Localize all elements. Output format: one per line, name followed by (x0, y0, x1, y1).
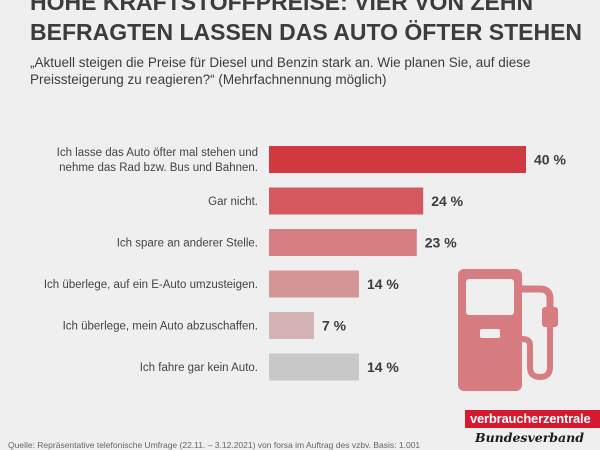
value-label-1: 24 % (431, 193, 463, 209)
bar-2 (269, 229, 417, 256)
fuel-pump-icon (458, 269, 558, 391)
bar-0 (269, 146, 526, 173)
value-label-0: 40 % (534, 152, 566, 168)
logo-wordmark: verbraucherzentrale (465, 410, 600, 428)
source-note: Quelle: Repräsentative telefonische Umfr… (8, 440, 421, 450)
bar-5 (269, 353, 359, 381)
logo-subline: Bundesverband (475, 430, 584, 445)
vzbv-logo: verbraucherzentrale Bundesverband (465, 410, 600, 450)
bar-3 (269, 270, 359, 298)
value-label-5: 14 % (367, 359, 399, 375)
value-label-2: 23 % (425, 235, 457, 251)
bar-1 (269, 187, 424, 215)
bar-4 (269, 312, 314, 339)
chart-title: Hohe Kraftstoffpreise: Vier von zehn Bef… (30, 0, 583, 45)
category-label-0: Ich lasse das Auto öfter mal stehen und n… (57, 147, 258, 174)
category-label-4: Ich überlege, mein Auto abzuschaffen. (63, 321, 258, 333)
category-label-5: Ich fahre gar kein Auto. (140, 362, 258, 374)
value-label-3: 14 % (367, 276, 399, 292)
value-label-4: 7 % (322, 318, 347, 334)
category-label-1: Gar nicht. (208, 196, 258, 208)
category-label-3: Ich überlege, auf ein E-Auto umzusteigen… (44, 279, 258, 291)
category-label-2: Ich spare an anderer Stelle. (117, 238, 258, 250)
chart-subtitle: „Aktuell steigen die Preise für Diesel u… (30, 55, 531, 87)
